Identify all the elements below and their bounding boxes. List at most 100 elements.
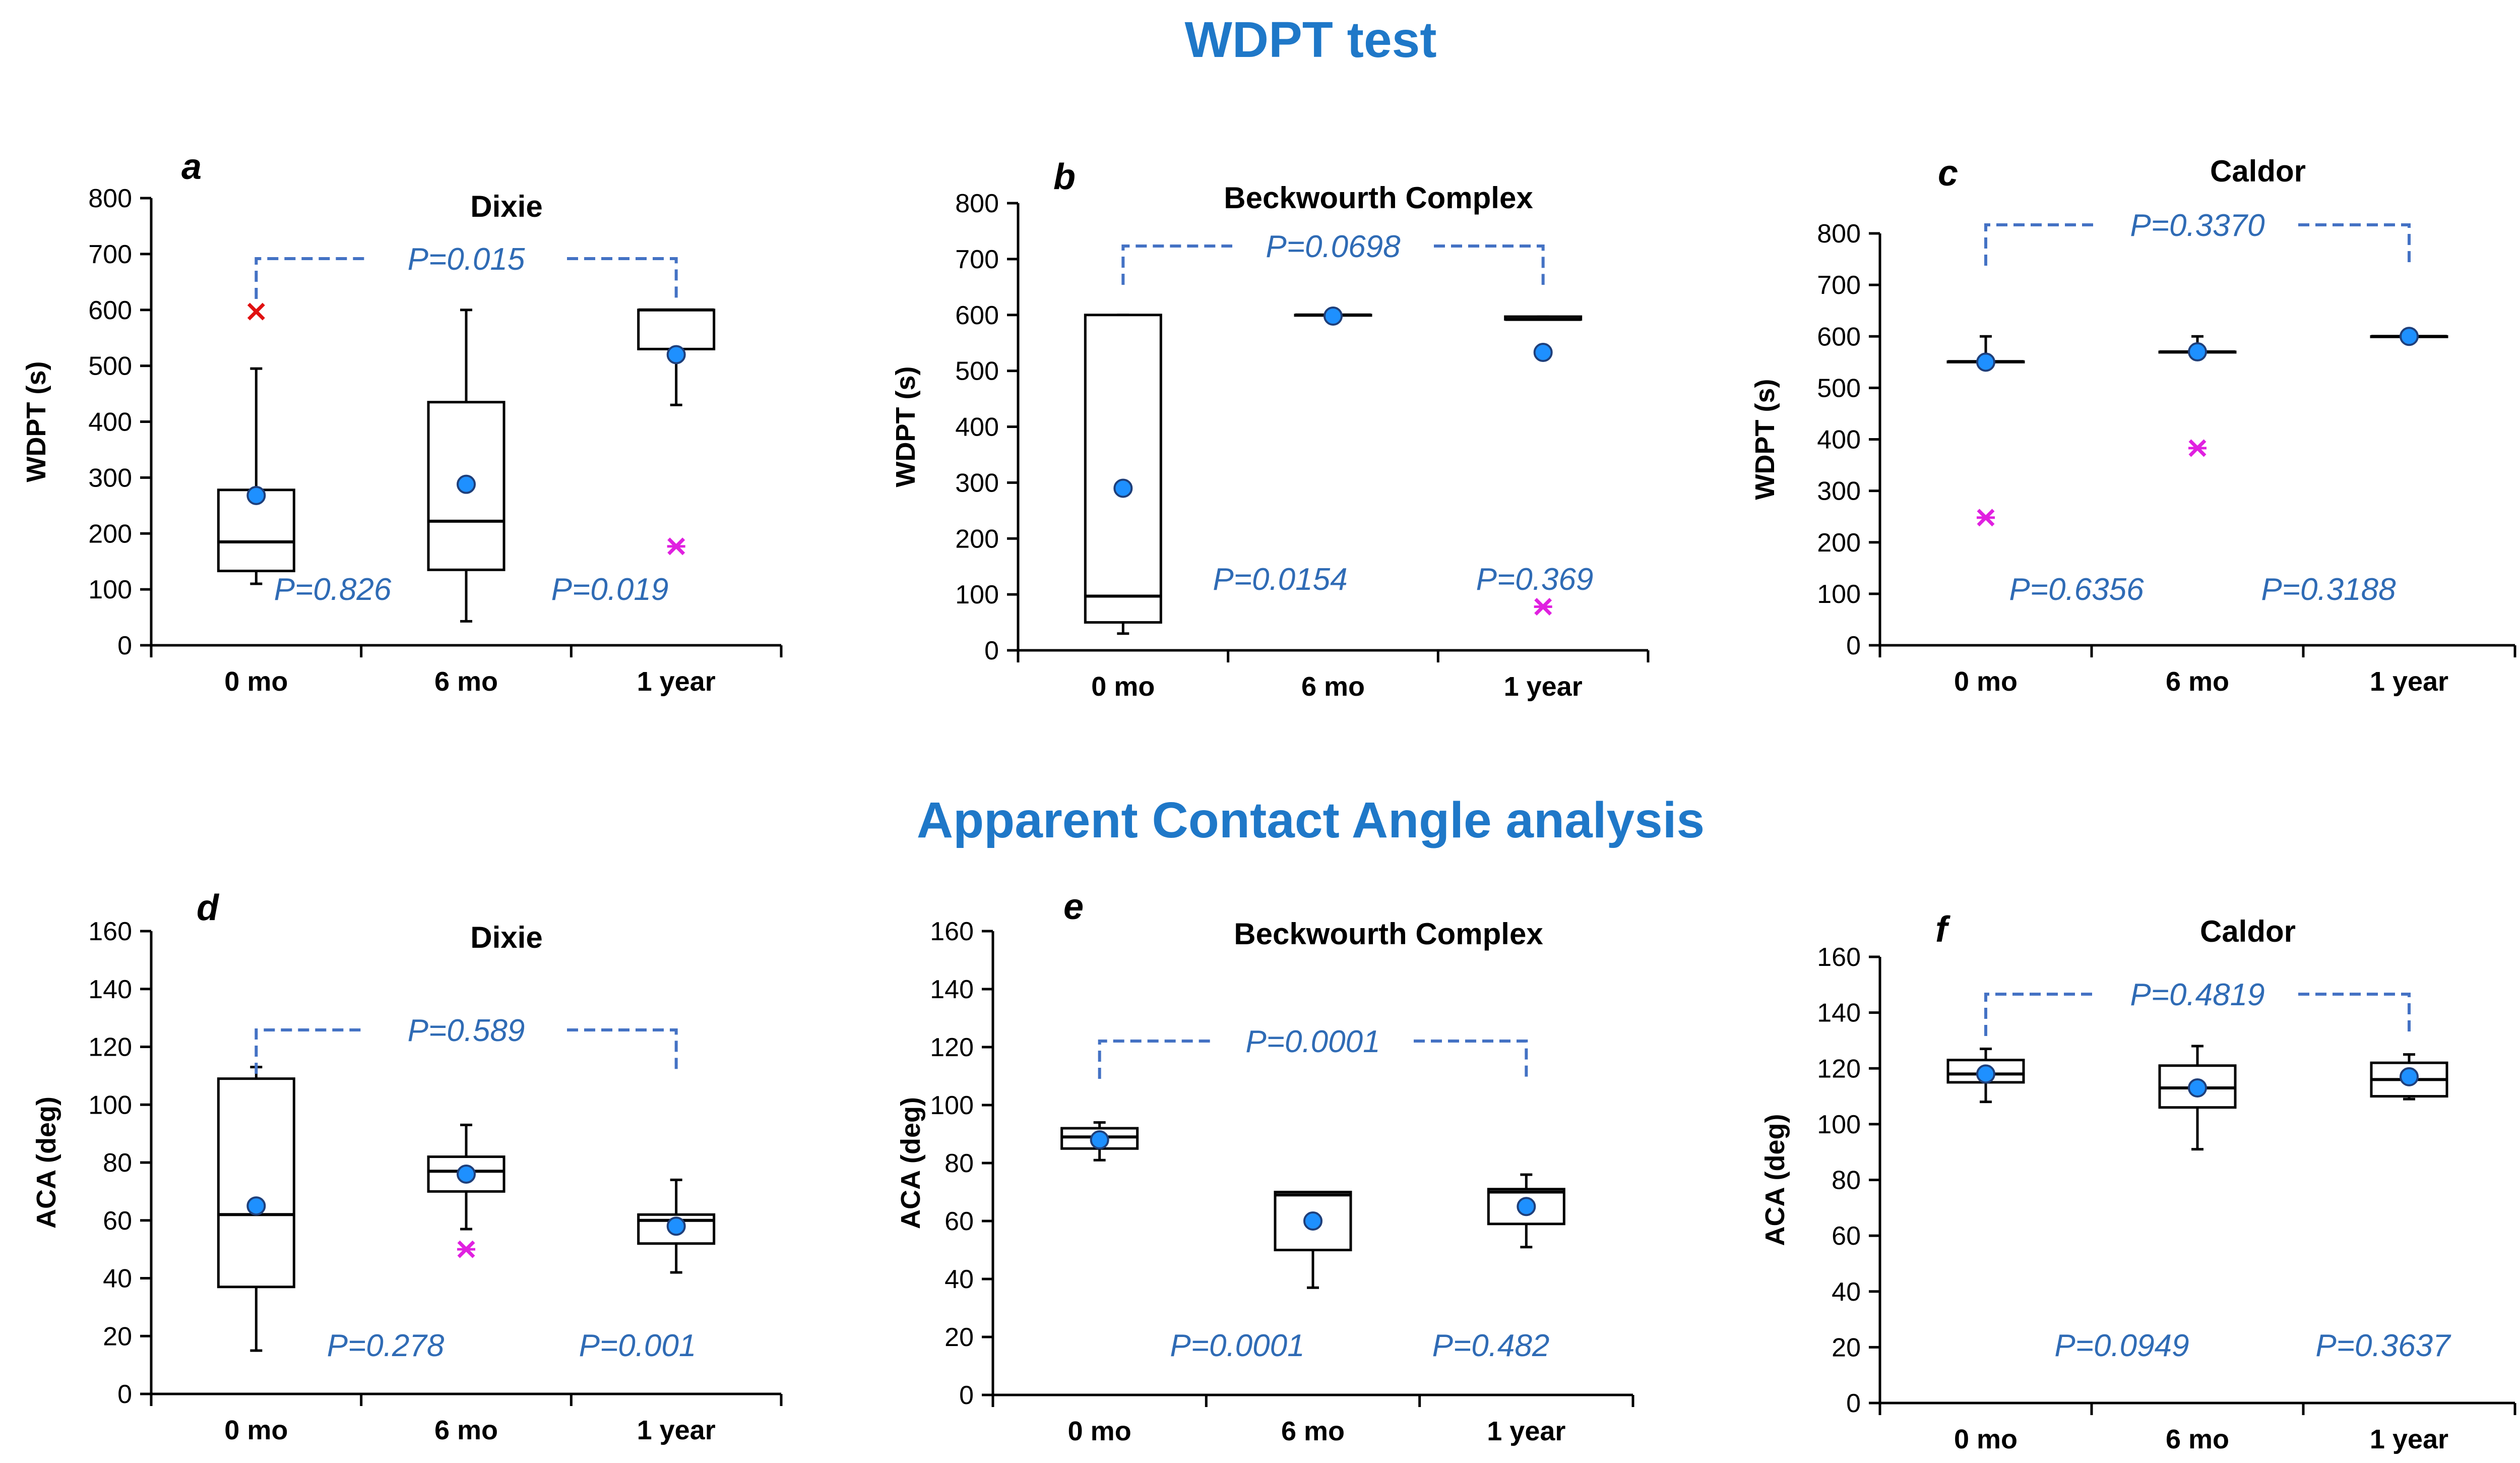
x-tick-label: 6 mo xyxy=(1301,672,1365,702)
mean-marker xyxy=(2188,342,2207,361)
y-tick-label: 300 xyxy=(88,463,132,493)
y-tick-label: 500 xyxy=(1817,374,1861,403)
panel-title: Beckwourth Complex xyxy=(1234,917,1543,951)
panel-f: 0 20 40 60 80 100 120 140 160 0 mo 6 mo 1 year ACA (… xyxy=(1760,909,2516,1454)
mean-marker xyxy=(666,345,686,364)
x-tick-label: 6 mo xyxy=(434,666,498,697)
panel-title: Caldor xyxy=(2210,154,2306,188)
y-tick-label: 600 xyxy=(1817,322,1861,351)
mean-marker xyxy=(1533,343,1553,362)
mean-marker xyxy=(1303,1211,1322,1231)
y-tick-label: 120 xyxy=(88,1033,132,1062)
y-tick-label: 100 xyxy=(955,580,999,609)
y-tick-label: 60 xyxy=(944,1207,974,1236)
panel-letter: c xyxy=(1938,153,1958,194)
y-tick-label: 400 xyxy=(955,413,999,442)
panel-title: Dixie xyxy=(470,190,542,223)
y-tick-label: 300 xyxy=(955,468,999,498)
bracket-pvalue: P=0.0698 xyxy=(1266,229,1401,264)
outlier-marker xyxy=(1977,509,1995,527)
pairwise-pvalue: P=0.278 xyxy=(327,1328,445,1363)
x-tick-label: 6 mo xyxy=(1281,1416,1345,1446)
significance-bracket-right xyxy=(567,1028,678,1074)
significance-bracket-left xyxy=(255,257,365,299)
panel-title: Dixie xyxy=(470,921,542,954)
y-tick-label: 500 xyxy=(88,352,132,381)
y-tick-label: 200 xyxy=(955,524,999,554)
y-tick-label: 100 xyxy=(88,1090,132,1120)
box-0 xyxy=(1946,1048,2025,1104)
significance-bracket-left xyxy=(1984,993,2097,1036)
panel-letter: b xyxy=(1053,157,1076,197)
y-tick-label: 800 xyxy=(88,184,132,213)
box-2 xyxy=(637,1178,716,1274)
box-iqr xyxy=(637,309,716,350)
y-tick-label: 100 xyxy=(88,575,132,604)
panel-c: 0 100 200 300 400 500 600 700 800 0 mo 6 mo 1 year W… xyxy=(1750,153,2516,697)
significance-bracket-right xyxy=(1414,1040,1528,1079)
x-tick-label: 6 mo xyxy=(2166,666,2229,697)
significance-bracket-right xyxy=(567,257,678,299)
y-tick-label: 0 xyxy=(117,631,132,660)
pairwise-pvalue: P=0.482 xyxy=(1432,1328,1550,1363)
box-2 xyxy=(2370,327,2448,346)
y-axis-label: ACA (deg) xyxy=(31,1096,61,1229)
box-1 xyxy=(2158,1045,2237,1151)
y-tick-label: 600 xyxy=(88,296,132,325)
box-0 xyxy=(1060,1121,1139,1162)
mean-marker xyxy=(2400,327,2419,346)
y-tick-label: 20 xyxy=(944,1323,974,1352)
y-tick-label: 140 xyxy=(1817,999,1861,1028)
pairwise-pvalue: P=0.3188 xyxy=(2261,572,2396,607)
pairwise-pvalue: P=0.3637 xyxy=(2315,1328,2451,1363)
y-tick-label: 140 xyxy=(930,975,974,1004)
y-tick-label: 0 xyxy=(1846,1389,1861,1418)
mean-marker xyxy=(1090,1130,1109,1149)
panel-title: Beckwourth Complex xyxy=(1224,181,1533,215)
pairwise-pvalue: P=0.826 xyxy=(274,572,392,607)
y-tick-label: 500 xyxy=(955,357,999,386)
y-tick-label: 200 xyxy=(88,519,132,548)
x-tick-label: 1 year xyxy=(2370,1424,2448,1454)
significance-bracket-right xyxy=(1434,245,1545,285)
outlier-marker xyxy=(2188,439,2207,457)
panel-letter: e xyxy=(1063,887,1084,927)
y-tick-label: 0 xyxy=(1846,631,1861,660)
y-tick-label: 0 xyxy=(959,1381,974,1410)
mean-marker xyxy=(457,1164,476,1184)
box-0 xyxy=(1084,314,1162,635)
significance-bracket-left xyxy=(1121,245,1232,285)
x-tick-label: 0 mo xyxy=(1954,1424,2018,1454)
box-1 xyxy=(1294,306,1372,326)
pairwise-pvalue: P=0.0154 xyxy=(1213,562,1347,597)
bracket-pvalue: P=0.3370 xyxy=(2130,208,2264,243)
box-0 xyxy=(217,367,295,585)
significance-bracket-left xyxy=(1984,223,2097,266)
x-tick-label: 0 mo xyxy=(1091,672,1155,702)
y-tick-label: 80 xyxy=(103,1148,132,1178)
y-tick-label: 100 xyxy=(930,1091,974,1120)
box-1 xyxy=(2158,335,2237,361)
x-tick-label: 0 mo xyxy=(1068,1416,1131,1446)
y-axis-label: ACA (deg) xyxy=(1760,1114,1790,1246)
y-tick-label: 0 xyxy=(984,636,999,665)
significance-bracket-right xyxy=(2298,223,2411,266)
y-tick-label: 20 xyxy=(1832,1333,1861,1362)
box-1 xyxy=(427,1123,506,1231)
panel-letter: a xyxy=(181,147,202,187)
pairwise-pvalue: P=0.0949 xyxy=(2054,1328,2189,1363)
box-2 xyxy=(2370,1053,2448,1101)
y-tick-label: 300 xyxy=(1817,477,1861,506)
panel-letter: d xyxy=(197,888,220,928)
x-tick-label: 1 year xyxy=(637,666,716,697)
box-2 xyxy=(1487,1173,1565,1249)
mean-marker xyxy=(246,1196,266,1216)
panel-b: 0 100 200 300 400 500 600 700 800 0 mo 6 mo 1 year W… xyxy=(891,157,1650,702)
mean-marker xyxy=(1324,306,1343,326)
y-tick-label: 40 xyxy=(103,1264,132,1294)
y-tick-label: 80 xyxy=(1832,1166,1861,1195)
y-tick-label: 100 xyxy=(1817,580,1861,609)
pairwise-pvalue: P=0.019 xyxy=(551,572,669,607)
box-2 xyxy=(1504,315,1583,362)
